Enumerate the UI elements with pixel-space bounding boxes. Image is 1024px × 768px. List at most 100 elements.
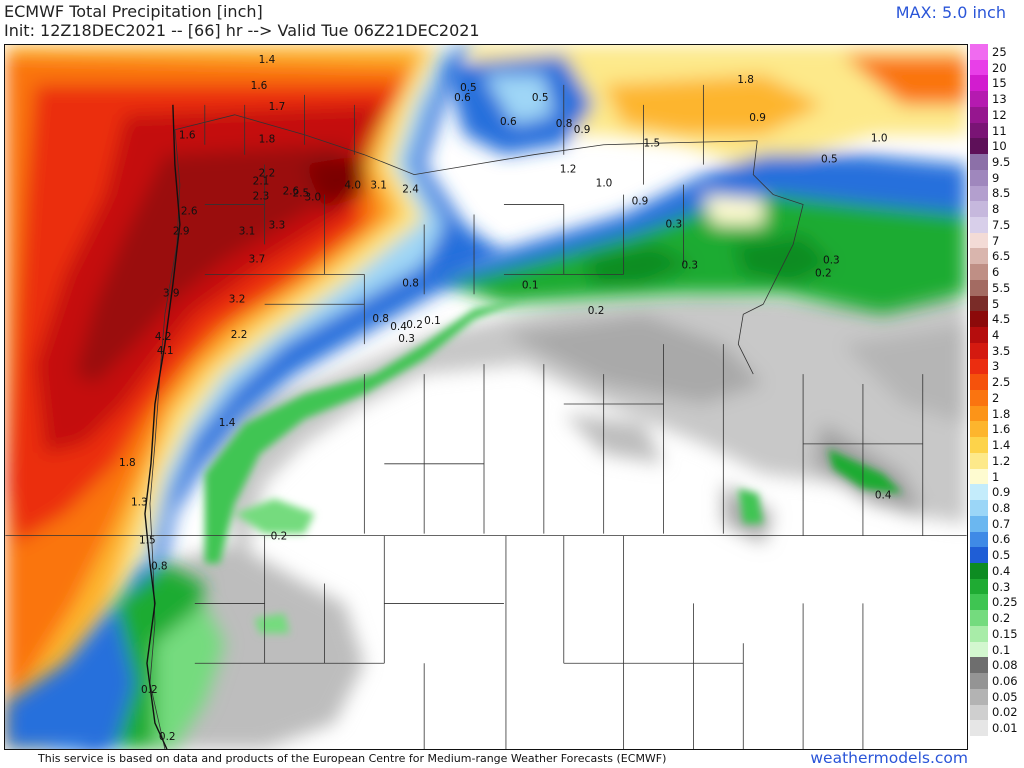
map-value-label: 0.2 <box>588 305 605 317</box>
map-value-label: 4.2 <box>155 331 172 343</box>
legend-label: 1.8 <box>992 406 1011 421</box>
legend-label: 0.06 <box>992 673 1018 688</box>
legend-label: 0.9 <box>992 485 1011 500</box>
legend-label: 1 <box>992 469 1000 484</box>
legend-swatch <box>970 484 988 501</box>
legend-label: 0.15 <box>992 626 1018 641</box>
legend-swatch <box>970 232 988 249</box>
map-value-label: 0.5 <box>460 82 477 94</box>
legend-label: 0.1 <box>992 642 1011 657</box>
legend-label: 1.4 <box>992 438 1011 453</box>
legend-label: 0.2 <box>992 611 1011 626</box>
legend-label: 5.5 <box>992 280 1011 295</box>
map-value-label: 2.4 <box>402 184 419 196</box>
legend-swatch <box>970 217 988 234</box>
map-value-label: 0.3 <box>398 333 415 345</box>
map-value-label: 0.9 <box>749 112 766 124</box>
heavy-precip-field <box>5 45 504 749</box>
legend-label: 2 <box>992 390 1000 405</box>
map-value-label: 0.5 <box>821 154 838 166</box>
map-subtitle: Init: 12Z18DEC2021 -- [66] hr --> Valid … <box>4 21 480 40</box>
legend-label: 12 <box>992 107 1007 122</box>
legend-label: 6.5 <box>992 249 1011 264</box>
map-value-label: 2.2 <box>259 168 276 180</box>
northern-precip-band <box>424 45 967 315</box>
legend-swatch <box>970 169 988 187</box>
map-value-label: 0.3 <box>681 259 698 271</box>
map-value-labels: 1.41.61.71.81.62.22.12.3 2.62.53.04.0 3.1 2… <box>119 54 892 743</box>
map-value-label: 0.2 <box>159 731 176 743</box>
map-value-label: 3.7 <box>249 253 266 265</box>
leading-edge-green <box>204 299 903 634</box>
legend-label: 1.2 <box>992 453 1011 468</box>
map-value-label: 0.6 <box>454 92 471 104</box>
legend-label: 0.4 <box>992 563 1011 578</box>
legend-swatch <box>970 185 988 202</box>
legend-label: 0.3 <box>992 579 1011 594</box>
legend-swatch <box>970 625 988 643</box>
map-value-label: 0.1 <box>522 279 539 291</box>
legend-swatch <box>970 594 988 611</box>
map-value-label: 2.6 <box>283 186 300 198</box>
legend-label: 25 <box>992 44 1007 59</box>
legend-swatch <box>970 610 988 627</box>
legend-swatch <box>970 390 988 407</box>
legend-swatch <box>970 500 988 517</box>
legend-label: 3 <box>992 359 1000 374</box>
legend-label: 8 <box>992 202 1000 217</box>
legend-swatch <box>970 91 988 108</box>
legend-label: 2.5 <box>992 375 1011 390</box>
map-value-label: 1.5 <box>644 138 661 150</box>
legend-label: 8.5 <box>992 186 1011 201</box>
map-value-label: 3.0 <box>305 192 322 204</box>
legend-swatch <box>970 405 988 422</box>
legend-swatch <box>970 688 988 706</box>
legend-swatch <box>970 452 988 470</box>
legend-label: 1.6 <box>992 422 1011 437</box>
legend-swatch <box>970 342 988 360</box>
map-value-label: 0.5 <box>532 92 549 104</box>
legend-swatch <box>970 106 988 124</box>
map-value-label: 3.2 <box>229 293 246 305</box>
map-value-label: 0.4 <box>390 321 407 333</box>
map-value-label: 3.9 <box>163 287 180 299</box>
legend-label: 0.6 <box>992 532 1011 547</box>
legend-label: 0.08 <box>992 658 1018 673</box>
legend-swatch <box>970 248 988 265</box>
legend-label: 0.01 <box>992 721 1018 736</box>
map-value-label: 0.1 <box>424 315 441 327</box>
map-value-label: 1.4 <box>259 54 276 66</box>
legend-swatch <box>970 515 988 533</box>
map-value-label: 1.0 <box>596 178 613 190</box>
legend-label: 9 <box>992 170 1000 185</box>
legend-label: 11 <box>992 123 1007 138</box>
legend-swatch <box>970 59 988 76</box>
legend-swatch <box>970 44 988 61</box>
map-value-label: 0.2 <box>141 684 158 696</box>
map-value-label: 0.6 <box>500 116 517 128</box>
map-value-label: 4.1 <box>157 345 174 357</box>
legend-swatch <box>970 122 988 139</box>
map-value-label: 0.2 <box>271 531 288 543</box>
legend-swatch <box>970 563 988 580</box>
map-value-label: 0.2 <box>406 319 423 331</box>
map-value-label: 0.4 <box>875 490 892 502</box>
brand-logo-text[interactable]: weathermodels.com <box>810 749 968 767</box>
legend-label: 15 <box>992 76 1007 91</box>
legend-swatch <box>970 374 988 391</box>
map-value-label: 0.3 <box>823 254 840 266</box>
legend-swatch <box>970 311 988 328</box>
legend-swatch <box>970 295 988 312</box>
legend-swatch <box>970 437 988 454</box>
map-value-label: 1.4 <box>219 417 236 429</box>
map-value-label: 0.8 <box>556 118 573 130</box>
legend-swatch <box>970 578 988 595</box>
legend-label: 9.5 <box>992 154 1011 169</box>
map-value-label: 0.8 <box>372 313 389 325</box>
legend-swatch <box>970 468 988 485</box>
map-value-label: 2.1 <box>253 176 270 188</box>
legend-swatch <box>970 641 988 658</box>
map-value-label: 1.8 <box>119 457 136 469</box>
map-value-label: 1.7 <box>269 101 286 113</box>
legend-swatch <box>970 531 988 548</box>
